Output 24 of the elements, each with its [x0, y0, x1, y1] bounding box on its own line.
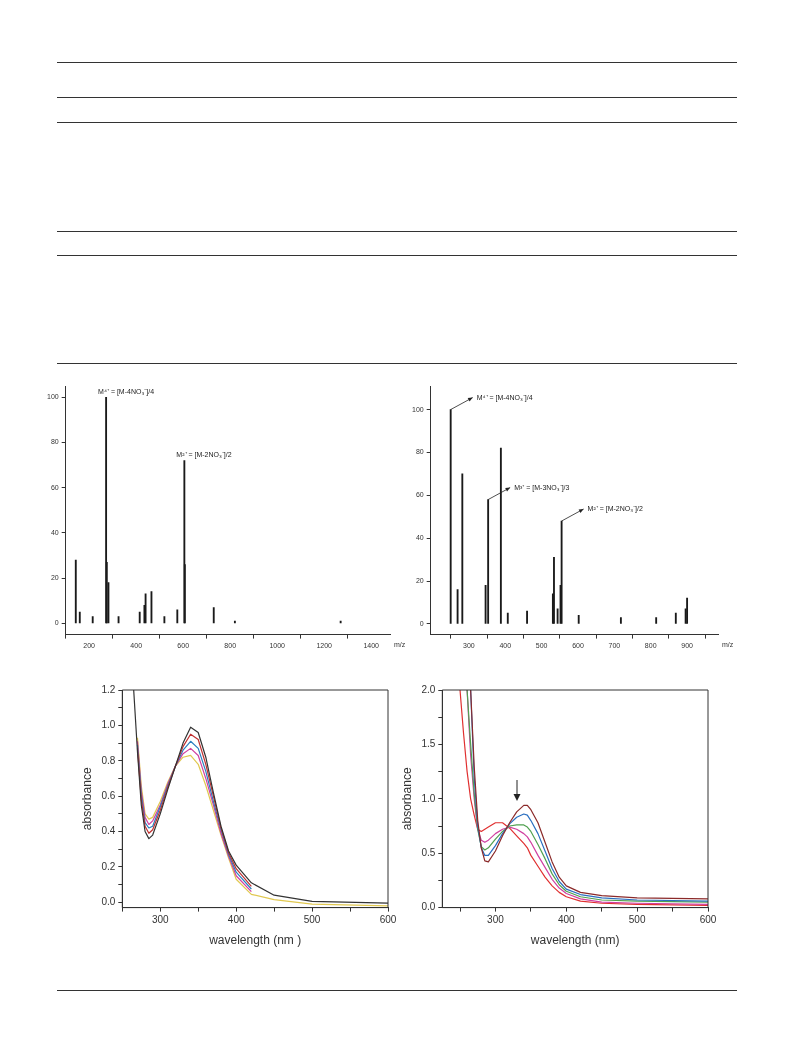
y-tick-label: 1.0 — [421, 792, 436, 804]
y-tick-label: 0.6 — [101, 789, 116, 801]
y-tick-label: 1.2 — [101, 683, 116, 695]
y-tick-label: 0.8 — [101, 754, 116, 766]
y-tick-label: 0.2 — [101, 860, 116, 872]
y-tick-label: 0.5 — [421, 846, 436, 858]
y-tick-label: 0.4 — [101, 825, 116, 837]
y-tick-label: 1.0 — [101, 719, 116, 731]
x-tick-label: 400 — [557, 914, 576, 926]
x-tick-label: 300 — [487, 914, 505, 926]
y-axis-title: absorbance — [79, 767, 94, 831]
y-tick-label: 0.0 — [101, 896, 116, 908]
x-tick-label: 500 — [628, 914, 646, 926]
x-tick-label: 400 — [227, 914, 245, 926]
x-tick-label: 500 — [303, 914, 321, 926]
y-tick-label: 1.5 — [421, 738, 436, 750]
y-tick-label: 2.0 — [421, 683, 436, 695]
x-axis-title: wavelength (nm ) — [208, 933, 302, 948]
y-tick-label: 0.0 — [421, 901, 436, 913]
x-tick-label: 600 — [699, 914, 717, 926]
x-axis-title: wavelength (nm) — [529, 933, 620, 948]
x-tick-label: 300 — [151, 914, 170, 926]
y-axis-title: absorbance — [399, 767, 414, 831]
x-tick-label: 600 — [379, 914, 397, 926]
